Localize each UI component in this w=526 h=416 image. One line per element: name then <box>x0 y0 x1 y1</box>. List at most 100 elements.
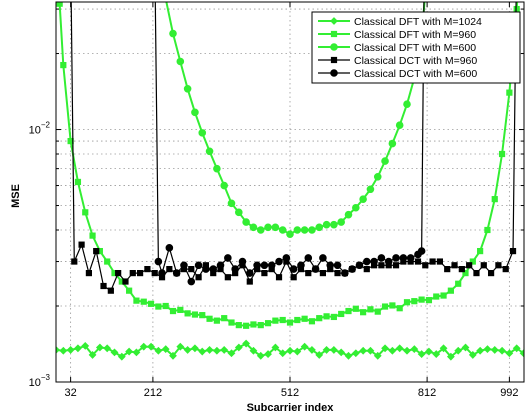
data-point <box>264 223 272 232</box>
data-point <box>195 274 202 281</box>
data-point <box>129 269 136 277</box>
data-point <box>136 269 144 277</box>
data-point <box>243 322 250 329</box>
data-point <box>238 257 247 266</box>
data-point <box>322 346 331 354</box>
data-point <box>213 317 220 324</box>
data-point <box>498 346 506 355</box>
data-point <box>250 321 257 328</box>
data-point <box>446 352 455 361</box>
x-tick-label: 512 <box>281 387 299 399</box>
data-point <box>359 346 368 355</box>
data-point <box>235 322 242 329</box>
data-point <box>249 346 258 355</box>
data-point <box>100 282 107 290</box>
data-point <box>286 319 294 326</box>
data-point <box>151 269 158 277</box>
data-point <box>224 254 232 262</box>
data-point <box>154 257 163 266</box>
data-point <box>363 266 370 273</box>
data-point <box>169 307 177 315</box>
data-point <box>267 261 276 270</box>
data-point <box>183 84 192 93</box>
data-point <box>311 265 320 273</box>
data-point <box>322 220 331 229</box>
data-point <box>315 223 324 232</box>
data-point <box>71 258 78 265</box>
data-point <box>399 254 408 262</box>
data-point <box>300 342 309 351</box>
data-point <box>469 258 476 265</box>
data-point <box>355 261 364 270</box>
data-point <box>191 344 199 353</box>
data-point <box>425 347 433 356</box>
data-point <box>282 254 291 262</box>
data-point <box>345 307 352 315</box>
data-point <box>242 218 250 226</box>
data-point <box>294 316 301 324</box>
data-point <box>256 226 265 234</box>
data-point <box>417 247 426 255</box>
data-point <box>271 223 280 232</box>
data-point <box>59 346 68 355</box>
data-point <box>89 232 96 239</box>
data-point <box>505 349 514 358</box>
data-point <box>272 317 279 324</box>
data-point <box>403 346 411 355</box>
data-point <box>297 261 305 270</box>
data-point <box>261 269 268 277</box>
data-point <box>491 196 498 203</box>
data-point <box>220 181 228 190</box>
data-point <box>468 351 477 359</box>
data-point <box>495 262 502 269</box>
data-point <box>338 310 345 318</box>
data-point <box>480 262 487 269</box>
data-point <box>147 342 155 351</box>
data-point <box>381 157 389 165</box>
data-point <box>246 278 253 285</box>
legend-marker <box>330 17 338 25</box>
data-point <box>169 29 177 38</box>
ticks: 32 212 512 812 992 10−3 10−2 <box>29 2 524 399</box>
data-point <box>216 261 225 270</box>
data-point <box>139 342 148 351</box>
data-point <box>308 346 316 354</box>
data-point <box>253 261 261 270</box>
legend-label: Classical DFT with M=1024 <box>354 16 482 28</box>
data-point <box>184 310 191 317</box>
data-point <box>444 266 451 273</box>
x-tick-label: 212 <box>144 387 162 399</box>
data-point <box>381 303 389 310</box>
data-point <box>158 269 166 277</box>
data-point <box>60 61 67 69</box>
data-point <box>326 261 335 270</box>
x-tick-label: 32 <box>65 387 77 399</box>
legend-label: Classical DCT with M=600 <box>354 68 477 80</box>
data-point <box>487 269 495 277</box>
data-point <box>337 348 346 357</box>
data-point <box>300 226 309 234</box>
data-point <box>198 129 207 137</box>
data-point <box>330 220 338 229</box>
data-point <box>260 261 269 270</box>
data-point <box>414 258 422 265</box>
y-axis-label: MSE <box>10 184 22 208</box>
data-point <box>513 5 520 13</box>
data-point <box>473 269 480 277</box>
data-point <box>429 258 436 265</box>
data-point <box>194 261 203 270</box>
data-point <box>140 298 147 305</box>
data-point <box>162 302 169 310</box>
data-point <box>512 344 521 353</box>
data-point <box>377 254 386 262</box>
data-point <box>406 254 415 262</box>
data-point <box>104 258 111 265</box>
data-point <box>202 265 210 273</box>
data-point <box>418 296 425 303</box>
data-point <box>125 347 134 356</box>
data-point <box>286 346 294 355</box>
data-point <box>275 257 283 266</box>
y-tick-label: 10−2 <box>29 121 51 137</box>
data-point <box>330 313 337 321</box>
data-point <box>509 247 517 255</box>
